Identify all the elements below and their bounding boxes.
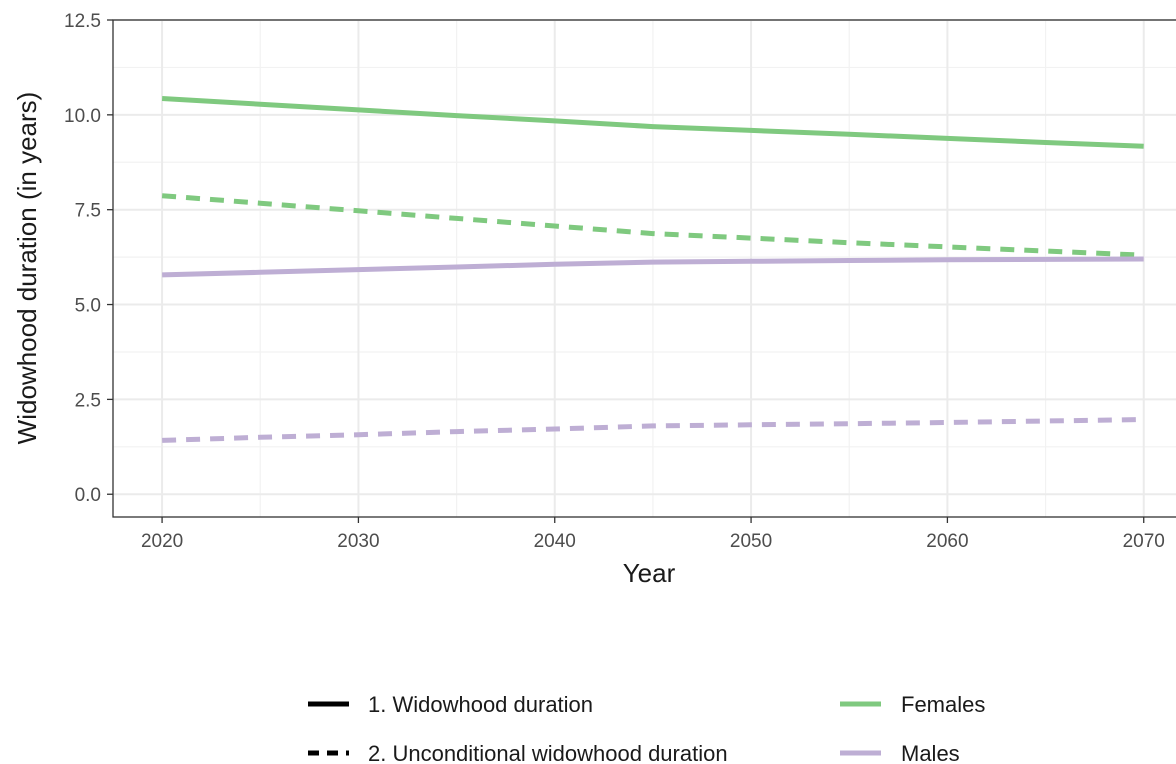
plot-panel-border — [112, 19, 1176, 518]
y-tick-label: 5.0 — [75, 296, 101, 317]
y-tick-label: 12.5 — [64, 11, 101, 32]
legend-label: 1. Widowhood duration — [368, 692, 593, 717]
y-tick-label: 2.5 — [75, 390, 101, 411]
y-tick-label: 0.0 — [75, 485, 101, 506]
legend-label: 2. Unconditional widowhood duration — [368, 741, 728, 764]
grid-lines — [113, 19, 1176, 517]
legend-label: Females — [901, 692, 985, 717]
x-tick-label: 2030 — [337, 531, 379, 552]
x-tick-label: 2060 — [926, 531, 968, 552]
series-line-females-unconditional — [161, 193, 1144, 258]
x-tick-label: 2020 — [141, 531, 183, 552]
x-tick-label: 2050 — [730, 531, 772, 552]
x-tick-label: 2070 — [1123, 531, 1165, 552]
series-line-males-unconditional — [162, 417, 1144, 443]
y-tick-label: 7.5 — [75, 201, 101, 222]
series-lines — [161, 96, 1144, 443]
legend-label: Males — [901, 741, 960, 764]
y-axis-title: Widowhood duration (in years) — [12, 92, 42, 445]
legend: 1. Widowhood duration 2. Unconditional wi… — [308, 692, 985, 764]
x-axis-title: Year — [623, 558, 676, 588]
axis-ticks: 2020 2030 2040 2050 2060 2070 0.0 2.5 5.0 7.5 10.0… — [64, 11, 1165, 552]
series-line-females-widowhood — [161, 96, 1144, 149]
series-line-males-widowhood — [162, 256, 1144, 278]
x-tick-label: 2040 — [534, 531, 576, 552]
y-tick-label: 10.0 — [64, 106, 101, 127]
